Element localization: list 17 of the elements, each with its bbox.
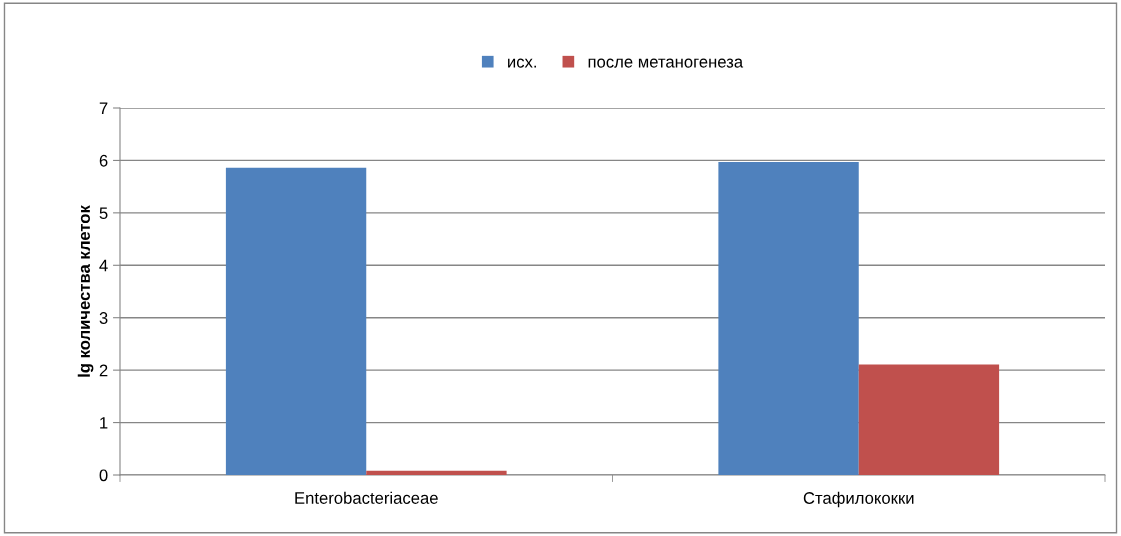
- y-tick-label: 2: [99, 364, 108, 377]
- y-tick-label: 6: [99, 154, 108, 167]
- bar: [366, 470, 507, 475]
- y-tick-label: 0: [99, 469, 108, 482]
- bar: [718, 162, 859, 475]
- x-tick-label: Enterobacteriaceae: [295, 491, 438, 504]
- x-tick-label: Стафилококки: [803, 491, 914, 508]
- y-tick-label: 3: [99, 312, 108, 324]
- y-tick-label: 7: [99, 102, 108, 115]
- y-axis-title: lg количества клеток: [77, 205, 94, 377]
- bar: [225, 167, 367, 475]
- legend-label: исх.: [508, 58, 536, 68]
- y-tick-label: 5: [99, 207, 108, 220]
- y-tick-label: 4: [99, 259, 108, 272]
- legend-label: после метаногенеза: [588, 58, 744, 68]
- bar: [858, 364, 1000, 475]
- y-tick-label: 1: [100, 417, 108, 429]
